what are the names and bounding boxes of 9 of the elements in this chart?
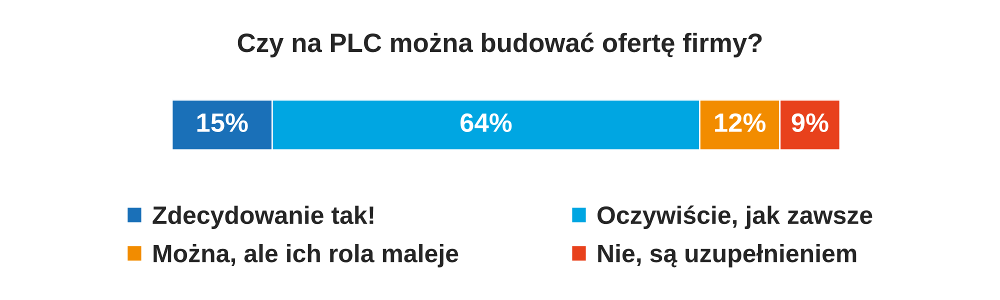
legend-label: Oczywiście, jak zawsze [598, 206, 872, 230]
legend-label: Zdecydowanie tak! [152, 206, 374, 230]
data-label: 9% [792, 113, 828, 132]
chart-title: Czy na PLC można budować ofertę firmy? [238, 32, 762, 58]
data-label: 12% [715, 113, 766, 132]
data-label: 64% [460, 113, 512, 132]
legend-label: Można, ale ich rola maleje [154, 244, 458, 268]
data-label: 15% [197, 113, 248, 132]
legend-label: Nie, są uzupełnieniem [598, 244, 856, 268]
